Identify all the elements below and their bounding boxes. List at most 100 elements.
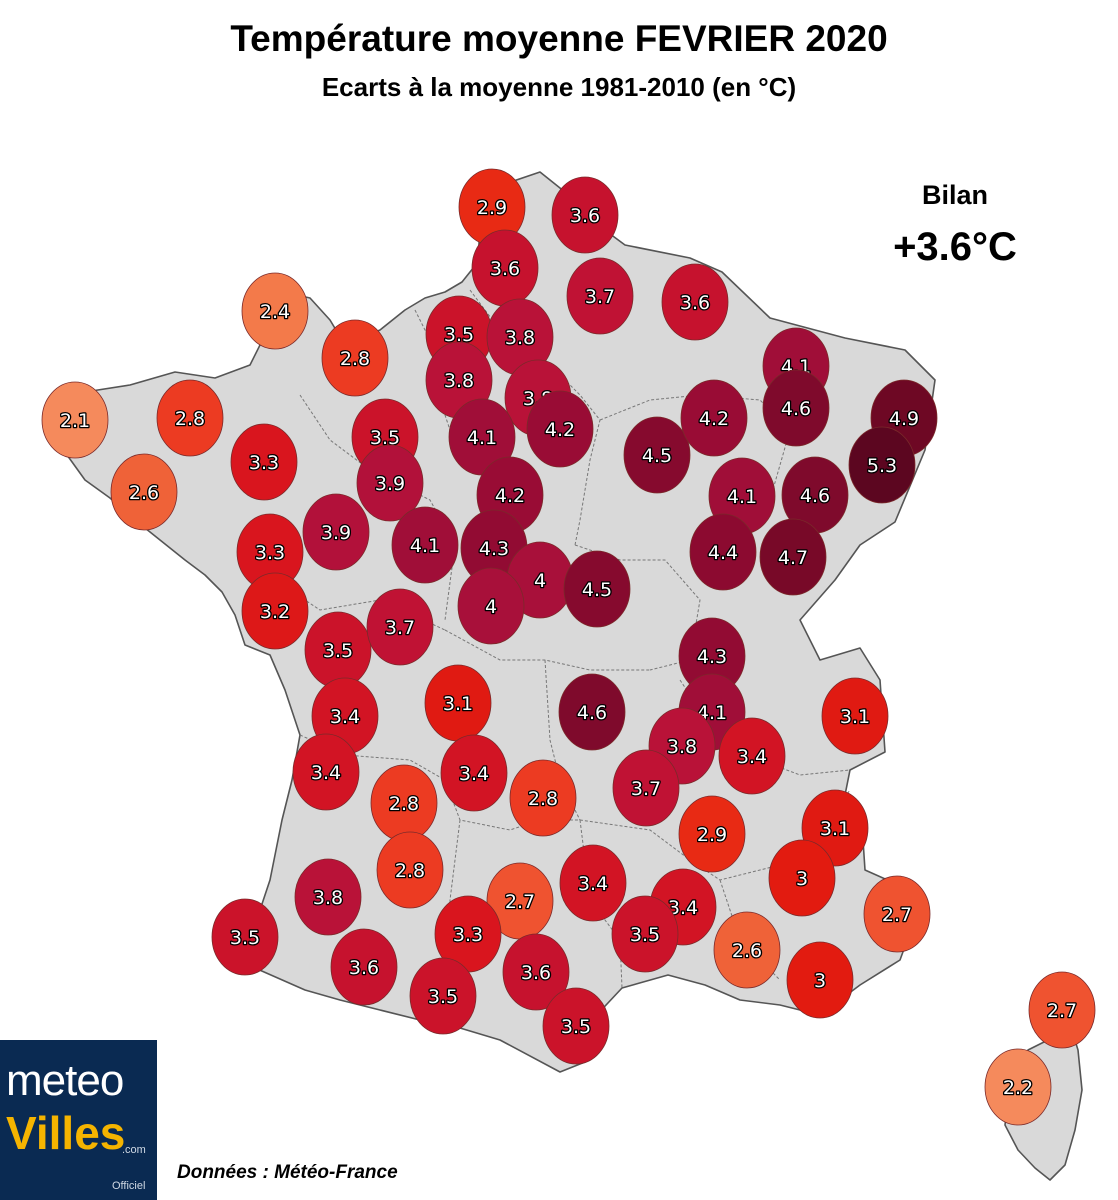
station-marker-aube: 4.5 xyxy=(623,416,691,494)
summary-label: Bilan xyxy=(921,180,988,210)
station-value-label: 2.8 xyxy=(340,348,370,370)
station-marker-marne: 4.2 xyxy=(526,390,594,468)
logo-badge: Officiel xyxy=(112,1180,146,1192)
station-marker-cotes-d-armor: 2.8 xyxy=(156,379,224,457)
station-bubble xyxy=(41,381,109,459)
station-bubble xyxy=(376,831,444,909)
station-value-label: 2.8 xyxy=(528,788,558,810)
station-value-label: 4.6 xyxy=(577,702,607,724)
station-marker-tarn: 3.6 xyxy=(502,933,570,1011)
map-title: Température moyenne FEVRIER 2020 xyxy=(230,18,888,59)
station-bubble xyxy=(563,550,631,628)
station-bubble xyxy=(611,895,679,973)
station-value-label: 4.7 xyxy=(778,547,808,569)
station-marker-pas-de-calais: 3.6 xyxy=(471,229,539,307)
station-marker-gers: 3.6 xyxy=(330,928,398,1006)
station-marker-tarn-et-garonne: 3.3 xyxy=(434,895,502,973)
station-marker-sarthe: 3.9 xyxy=(356,444,424,522)
station-marker-allier: 4 xyxy=(457,567,525,645)
station-marker-haute-marne: 4.2 xyxy=(680,379,748,457)
station-bubble xyxy=(509,759,577,837)
station-bubble xyxy=(356,444,424,522)
station-value-label: 3.7 xyxy=(585,286,615,308)
station-marker-finistere: 2.1 xyxy=(41,381,109,459)
station-bubble xyxy=(241,272,309,350)
station-value-label: 4.2 xyxy=(699,408,729,430)
station-bubble xyxy=(612,749,680,827)
station-marker-morbihan: 2.6 xyxy=(110,453,178,531)
station-marker-ardennes: 3.6 xyxy=(661,263,729,341)
station-marker-cantal: 3.4 xyxy=(440,734,508,812)
station-value-label: 4 xyxy=(534,570,546,592)
station-value-label: 4.3 xyxy=(479,538,509,560)
meteovilles-logo[interactable]: meteo Villes .com Officiel xyxy=(0,1040,157,1200)
station-bubble xyxy=(680,379,748,457)
station-marker-moselle: 4.6 xyxy=(762,369,830,447)
station-bubble xyxy=(542,987,610,1065)
station-marker-aude: 3.5 xyxy=(542,987,610,1065)
station-marker-puy-de-dome: 4.6 xyxy=(558,673,626,751)
station-value-label: 4.4 xyxy=(708,542,738,564)
station-value-label: 3.4 xyxy=(311,762,341,784)
station-bubble xyxy=(366,588,434,666)
station-bubble xyxy=(156,379,224,457)
station-bubble xyxy=(457,567,525,645)
station-marker-eure: 3.8 xyxy=(425,341,493,419)
station-marker-deux-sevres: 3.5 xyxy=(304,611,372,689)
station-bubble xyxy=(110,453,178,531)
station-marker-saone-et-loire: 4.4 xyxy=(689,513,757,591)
station-value-label: 2.6 xyxy=(732,940,762,962)
station-value-label: 4.6 xyxy=(781,398,811,420)
station-marker-isere: 3.4 xyxy=(718,717,786,795)
station-value-label: 2.8 xyxy=(175,408,205,430)
station-bubble xyxy=(440,734,508,812)
station-bubble xyxy=(211,898,279,976)
station-value-label: 3.3 xyxy=(255,542,285,564)
station-bubble xyxy=(863,875,931,953)
station-marker-bouches-du-rhone: 2.6 xyxy=(713,911,781,989)
station-marker-aveyron: 3.4 xyxy=(559,844,627,922)
station-value-label: 2.8 xyxy=(389,793,419,815)
station-marker-haute-garonne: 3.5 xyxy=(409,957,477,1035)
station-marker-savoie: 3.1 xyxy=(821,677,889,755)
station-value-label: 4.5 xyxy=(582,579,612,601)
station-value-label: 3.6 xyxy=(680,292,710,314)
station-value-label: 3.8 xyxy=(505,327,535,349)
station-value-label: 4.1 xyxy=(727,486,757,508)
station-value-label: 4.2 xyxy=(495,485,525,507)
station-value-label: 3.5 xyxy=(323,640,353,662)
station-marker-correze: 2.8 xyxy=(370,764,438,842)
station-bubble xyxy=(689,513,757,591)
station-value-label: 3.9 xyxy=(321,522,351,544)
station-value-label: 2.7 xyxy=(882,904,912,926)
station-value-label: 3.6 xyxy=(349,957,379,979)
station-value-label: 3 xyxy=(796,868,808,890)
map-subtitle: Ecarts à la moyenne 1981-2010 (en °C) xyxy=(321,72,797,102)
station-bubble xyxy=(321,319,389,397)
station-marker-maine-et-loire: 3.9 xyxy=(302,493,370,571)
station-bubble xyxy=(1028,971,1096,1049)
station-value-label: 3.6 xyxy=(490,258,520,280)
station-value-label: 3 xyxy=(814,970,826,992)
station-value-label: 3.9 xyxy=(375,473,405,495)
station-marker-manche-nord: 2.4 xyxy=(241,272,309,350)
station-value-label: 3.7 xyxy=(631,778,661,800)
station-value-label: 2.9 xyxy=(697,824,727,846)
logo-line2: Villes xyxy=(6,1107,126,1159)
station-marker-vendee: 3.2 xyxy=(241,572,309,650)
station-value-label: 2.9 xyxy=(477,197,507,219)
station-bubble xyxy=(526,390,594,468)
station-value-label: 4.5 xyxy=(642,445,672,467)
station-value-label: 4.1 xyxy=(410,535,440,557)
station-value-label: 3.5 xyxy=(230,927,260,949)
station-value-label: 2.7 xyxy=(505,891,535,913)
station-marker-loire-atlantique: 3.3 xyxy=(236,513,304,591)
station-value-label: 4.1 xyxy=(467,427,497,449)
station-value-label: 3.5 xyxy=(630,924,660,946)
station-bubble xyxy=(294,858,362,936)
station-bubble xyxy=(661,263,729,341)
station-value-label: 3.8 xyxy=(444,370,474,392)
station-marker-var: 3 xyxy=(786,941,854,1019)
station-marker-landes: 3.5 xyxy=(211,898,279,976)
station-bubble xyxy=(678,795,746,873)
